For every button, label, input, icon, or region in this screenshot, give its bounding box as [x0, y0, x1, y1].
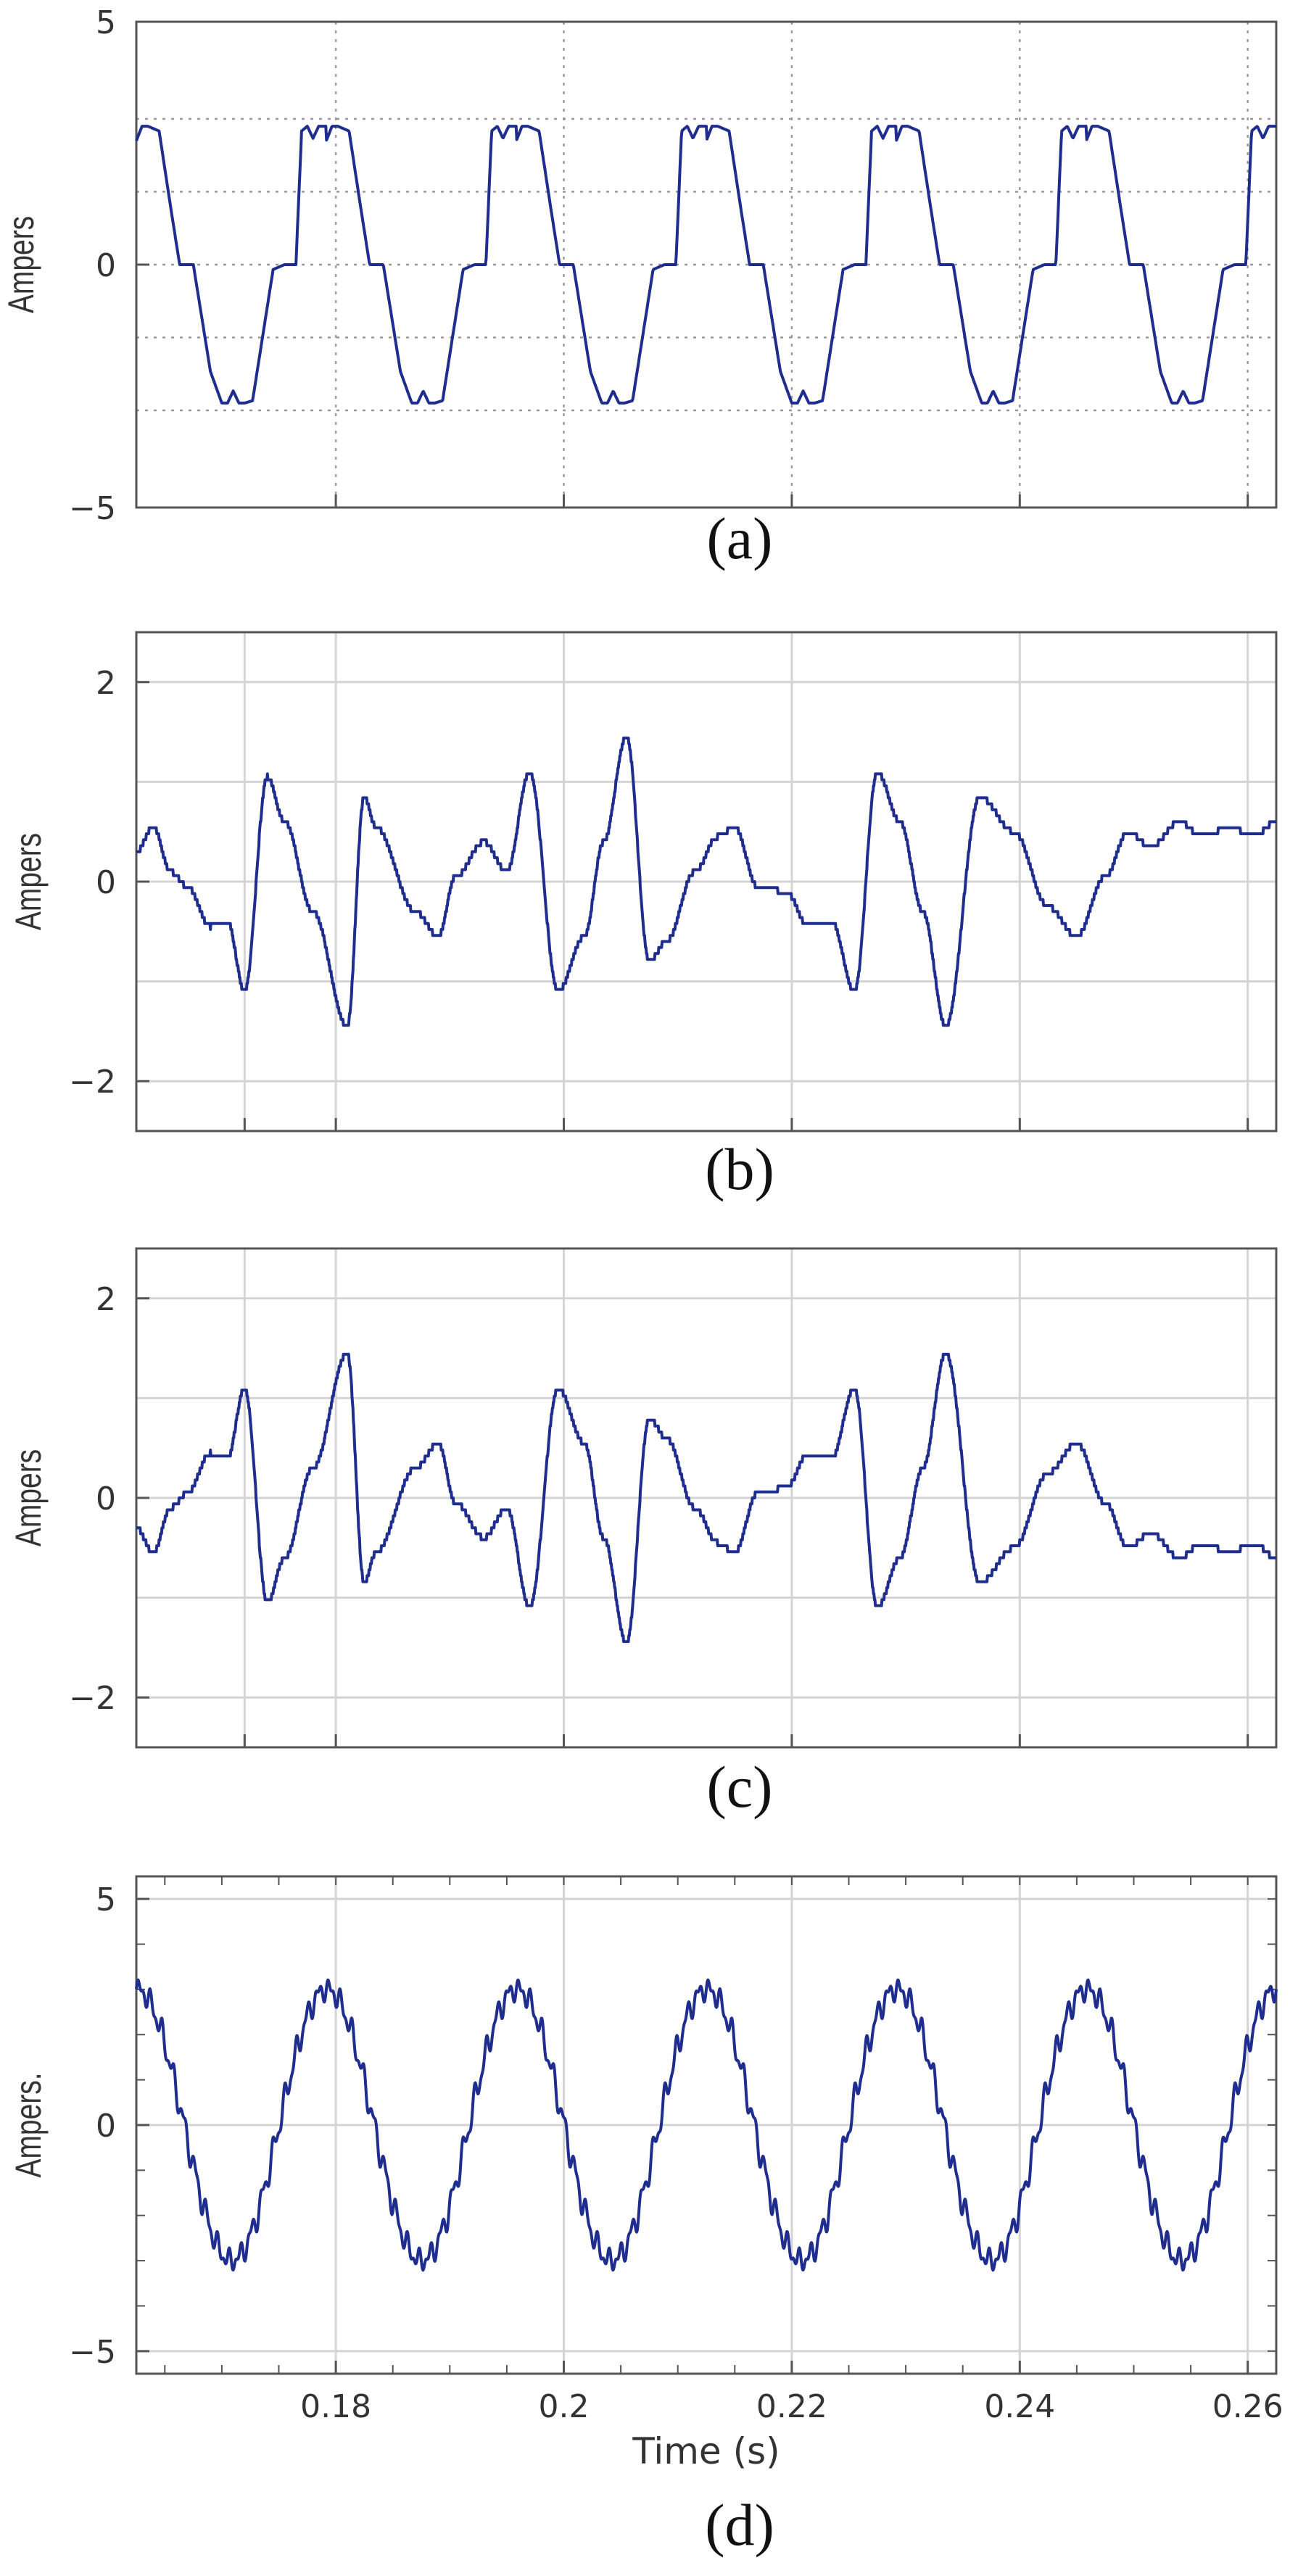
x-tick-label: 0.22 [756, 2388, 827, 2425]
y-tick-label: 0 [96, 1480, 116, 1517]
y-axis-label: Ampers [0, 216, 41, 313]
x-axis-label: Time (s) [632, 2430, 780, 2472]
y-tick-label: 2 [96, 665, 116, 702]
y-tick-label: 5 [96, 1881, 116, 1918]
y-tick-label: 0 [96, 864, 116, 901]
chart-panel-b: −2 0 2 Ampers (b) [7, 631, 1278, 1202]
chart-panel-a: −5 0 5 Ampers (a) [0, 4, 1278, 571]
y-axis-label: Ampers [7, 833, 49, 930]
series-line [135, 736, 1278, 1027]
panel-caption: (c) [706, 1754, 772, 1820]
series-line [135, 1352, 1278, 1644]
y-tick-label: −2 [69, 1680, 116, 1717]
y-tick-label: 0 [96, 247, 116, 284]
x-tick-label: 0.26 [1212, 2388, 1283, 2425]
x-tick-label: 0.18 [300, 2388, 371, 2425]
y-tick-label: −5 [69, 2334, 116, 2371]
panel-caption: (b) [705, 1136, 774, 1202]
y-tick-label: −2 [69, 1064, 116, 1101]
x-tick-label: 0.2 [539, 2388, 590, 2425]
y-tick-label: 2 [96, 1281, 116, 1318]
y-axis-label: Ampers [7, 1449, 49, 1546]
axes-frame [135, 20, 1278, 509]
y-tick-label: −5 [69, 490, 116, 527]
panel-caption: (a) [706, 505, 772, 571]
y-tick-label: 5 [96, 4, 116, 41]
y-tick-label: 0 [96, 2108, 116, 2145]
chart-panel-c: −2 0 2 Ampers (c) [7, 1247, 1278, 1820]
panel-caption: (d) [705, 2492, 774, 2558]
series-line [135, 1978, 1278, 2272]
series-line [135, 125, 1277, 405]
x-tick-label: 0.24 [984, 2388, 1055, 2425]
y-axis-label: Ampers. [7, 2072, 49, 2177]
chart-panel-d: −5 0 5 0.18 0.2 0.22 0.24 0.26 Time (s) Ampers. (d… [7, 1875, 1283, 2558]
